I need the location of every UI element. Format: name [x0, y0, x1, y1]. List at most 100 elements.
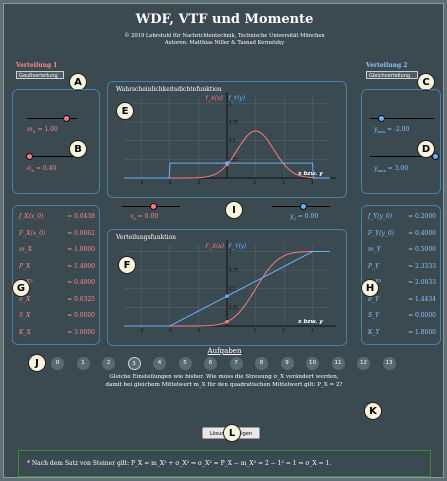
result-row: K_Y = 1.8000	[368, 329, 436, 346]
marker-k: K	[364, 402, 382, 420]
distribution1-results-panel: f_X(x_0) = 0.0438 F_X(x_0) = 0.0062 m_X = 1.0…	[12, 205, 100, 345]
marker-i: I	[225, 201, 243, 219]
sigma-x-symbol: σ	[27, 165, 32, 172]
x-tick-label: -1	[196, 328, 200, 333]
x0-point-x	[225, 319, 229, 324]
task-button-0[interactable]: 0	[51, 357, 64, 370]
legend-x: f_X(x)	[206, 95, 223, 102]
task-button-13[interactable]: 13	[382, 357, 396, 370]
marker-a: A	[69, 73, 87, 91]
result-label: P_Y	[368, 262, 379, 270]
sigma-x-slider-knob[interactable]	[26, 153, 33, 160]
y0-symbol: y	[290, 213, 294, 220]
x0-slider-knob[interactable]	[150, 203, 157, 210]
result-value: = 1.4000	[67, 262, 95, 270]
result-label: S_X	[19, 312, 31, 319]
y-min-label: ymin = -2.00	[374, 126, 410, 135]
task-button-11[interactable]: 11	[331, 357, 345, 370]
task-button-8[interactable]: 8	[255, 357, 268, 370]
x-tick-label: -1	[196, 180, 200, 185]
task-button-4[interactable]: 4	[153, 357, 166, 370]
y-min-sub: min	[377, 129, 386, 135]
distribution1-results: f_X(x_0) = 0.0438 F_X(x_0) = 0.0062 m_X = 1.0…	[19, 213, 95, 345]
solution-box: * Nach dem Satz von Steiner gilt: P_X = …	[18, 450, 431, 477]
result-row: f_Y(y_0) = 0.2000	[368, 213, 436, 230]
marker-l: L	[223, 424, 241, 442]
task-button-12[interactable]: 12	[357, 357, 370, 370]
x-tick-label: 3	[311, 328, 314, 333]
app-window: WDF, VTF und Momente © 2019 Lehrstuhl fü…	[3, 3, 444, 478]
y0-value: 0.00	[304, 213, 319, 220]
cdf-chart: -3 -2 -1 1 2 3 0.25 0.5 0.75 1 x bzw. y F_X(x) F_Y(y…	[124, 240, 336, 333]
result-label: F_X(x_0)	[19, 229, 46, 237]
result-row: m_X = 1.0000	[19, 246, 95, 263]
result-label: f_X(x_0)	[19, 213, 44, 220]
tasks-heading: Aufgaben	[207, 347, 242, 355]
sigma-x-slider-track[interactable]	[27, 156, 77, 157]
task-button-7[interactable]: 7	[229, 357, 243, 370]
task-selector: 0 1 2 3 4 5 6 7 8 9 10 11 12 13	[51, 357, 411, 371]
task-button-9[interactable]: 9	[280, 357, 294, 370]
y0-label: y0 = 0.00	[290, 213, 319, 222]
distribution2-select[interactable]: Gleichverteilung	[366, 71, 418, 79]
axis-label: x bzw. y	[297, 319, 323, 325]
distribution2-results: f_Y(y_0) = 0.2000 F_Y(y_0) = 0.4000 m_Y = 0.5…	[368, 213, 436, 345]
result-label: m_Y	[368, 246, 381, 253]
y-tick-label: 1	[229, 101, 232, 106]
result-value: = 0.2000	[408, 213, 436, 220]
x0-sub: 0	[133, 216, 136, 222]
y-min-value: -2.00	[393, 126, 410, 133]
distribution1-heading: Verteilung 1	[16, 62, 58, 69]
y-min-slider-track[interactable]	[370, 118, 434, 119]
x-tick-label: 1	[254, 328, 257, 333]
x0-point-y	[225, 294, 229, 298]
result-label: m_X	[19, 246, 32, 253]
marker-d: D	[417, 140, 435, 158]
y-max-sub: max	[377, 168, 386, 174]
pdf-chart-title: Wahrscheinlichkeitsdichtefunktion	[116, 86, 222, 93]
result-value: = 0.0438	[67, 213, 95, 220]
x-tick-label: -3	[139, 180, 143, 185]
axis-label: x bzw. y	[297, 171, 323, 177]
x-tick-label: -3	[139, 328, 143, 333]
y0-slider-knob[interactable]	[300, 203, 307, 210]
cdf-chart-title: Verteilungsfunktion	[116, 234, 177, 241]
task-button-5[interactable]: 5	[178, 357, 192, 370]
y-min-slider-knob[interactable]	[378, 115, 385, 122]
task-button-2[interactable]: 2	[102, 357, 115, 370]
distribution2-heading: Verteilung 2	[366, 62, 408, 69]
marker-g: G	[12, 279, 30, 297]
m-x-label: mX = 1.00	[27, 126, 58, 135]
y-max-label: ymax = 3.00	[374, 165, 409, 174]
x0-point-y	[225, 161, 229, 165]
task-button-6[interactable]: 6	[204, 357, 217, 370]
task-button-10[interactable]: 10	[306, 357, 319, 370]
result-label: F_Y(y_0)	[368, 229, 395, 237]
distribution1-select[interactable]: Gaußverteilung	[16, 71, 64, 79]
y-max-slider-knob[interactable]	[432, 153, 439, 160]
x0-value: 0.00	[144, 213, 159, 220]
result-row: σ_Y = 1.4434	[368, 296, 436, 313]
task-button-3[interactable]: 3	[127, 357, 141, 370]
m-x-slider-track[interactable]	[27, 118, 77, 119]
result-row: K_X = 3.0000	[19, 329, 95, 346]
result-value: = 1.4434	[408, 295, 436, 303]
marker-c: C	[417, 73, 435, 91]
result-row: σ_X = 0.6325	[19, 296, 95, 313]
y-tick-label: 0.5	[229, 286, 236, 291]
result-row: S_Y = 0.0000	[368, 312, 436, 329]
result-row: P_X = 1.4000	[19, 263, 95, 280]
y-tick-label: 0.25	[229, 305, 238, 310]
result-row: m_Y = 0.5000	[368, 246, 436, 263]
result-value: = 0.0000	[408, 312, 436, 319]
task-button-1[interactable]: 1	[76, 357, 90, 370]
y-max-slider-track[interactable]	[370, 156, 434, 157]
y-max-value: 3.00	[394, 165, 409, 172]
x-tick-label: -2	[168, 180, 172, 185]
y-max-symbol: y	[374, 165, 378, 172]
y-tick-label: 0.25	[229, 157, 238, 162]
m-x-slider-knob[interactable]	[63, 115, 70, 122]
x-tick-label: 1	[254, 180, 257, 185]
result-label: P_X	[19, 262, 31, 270]
distribution1-param-panel: mX = 1.00 σX = 0.40	[12, 89, 100, 194]
